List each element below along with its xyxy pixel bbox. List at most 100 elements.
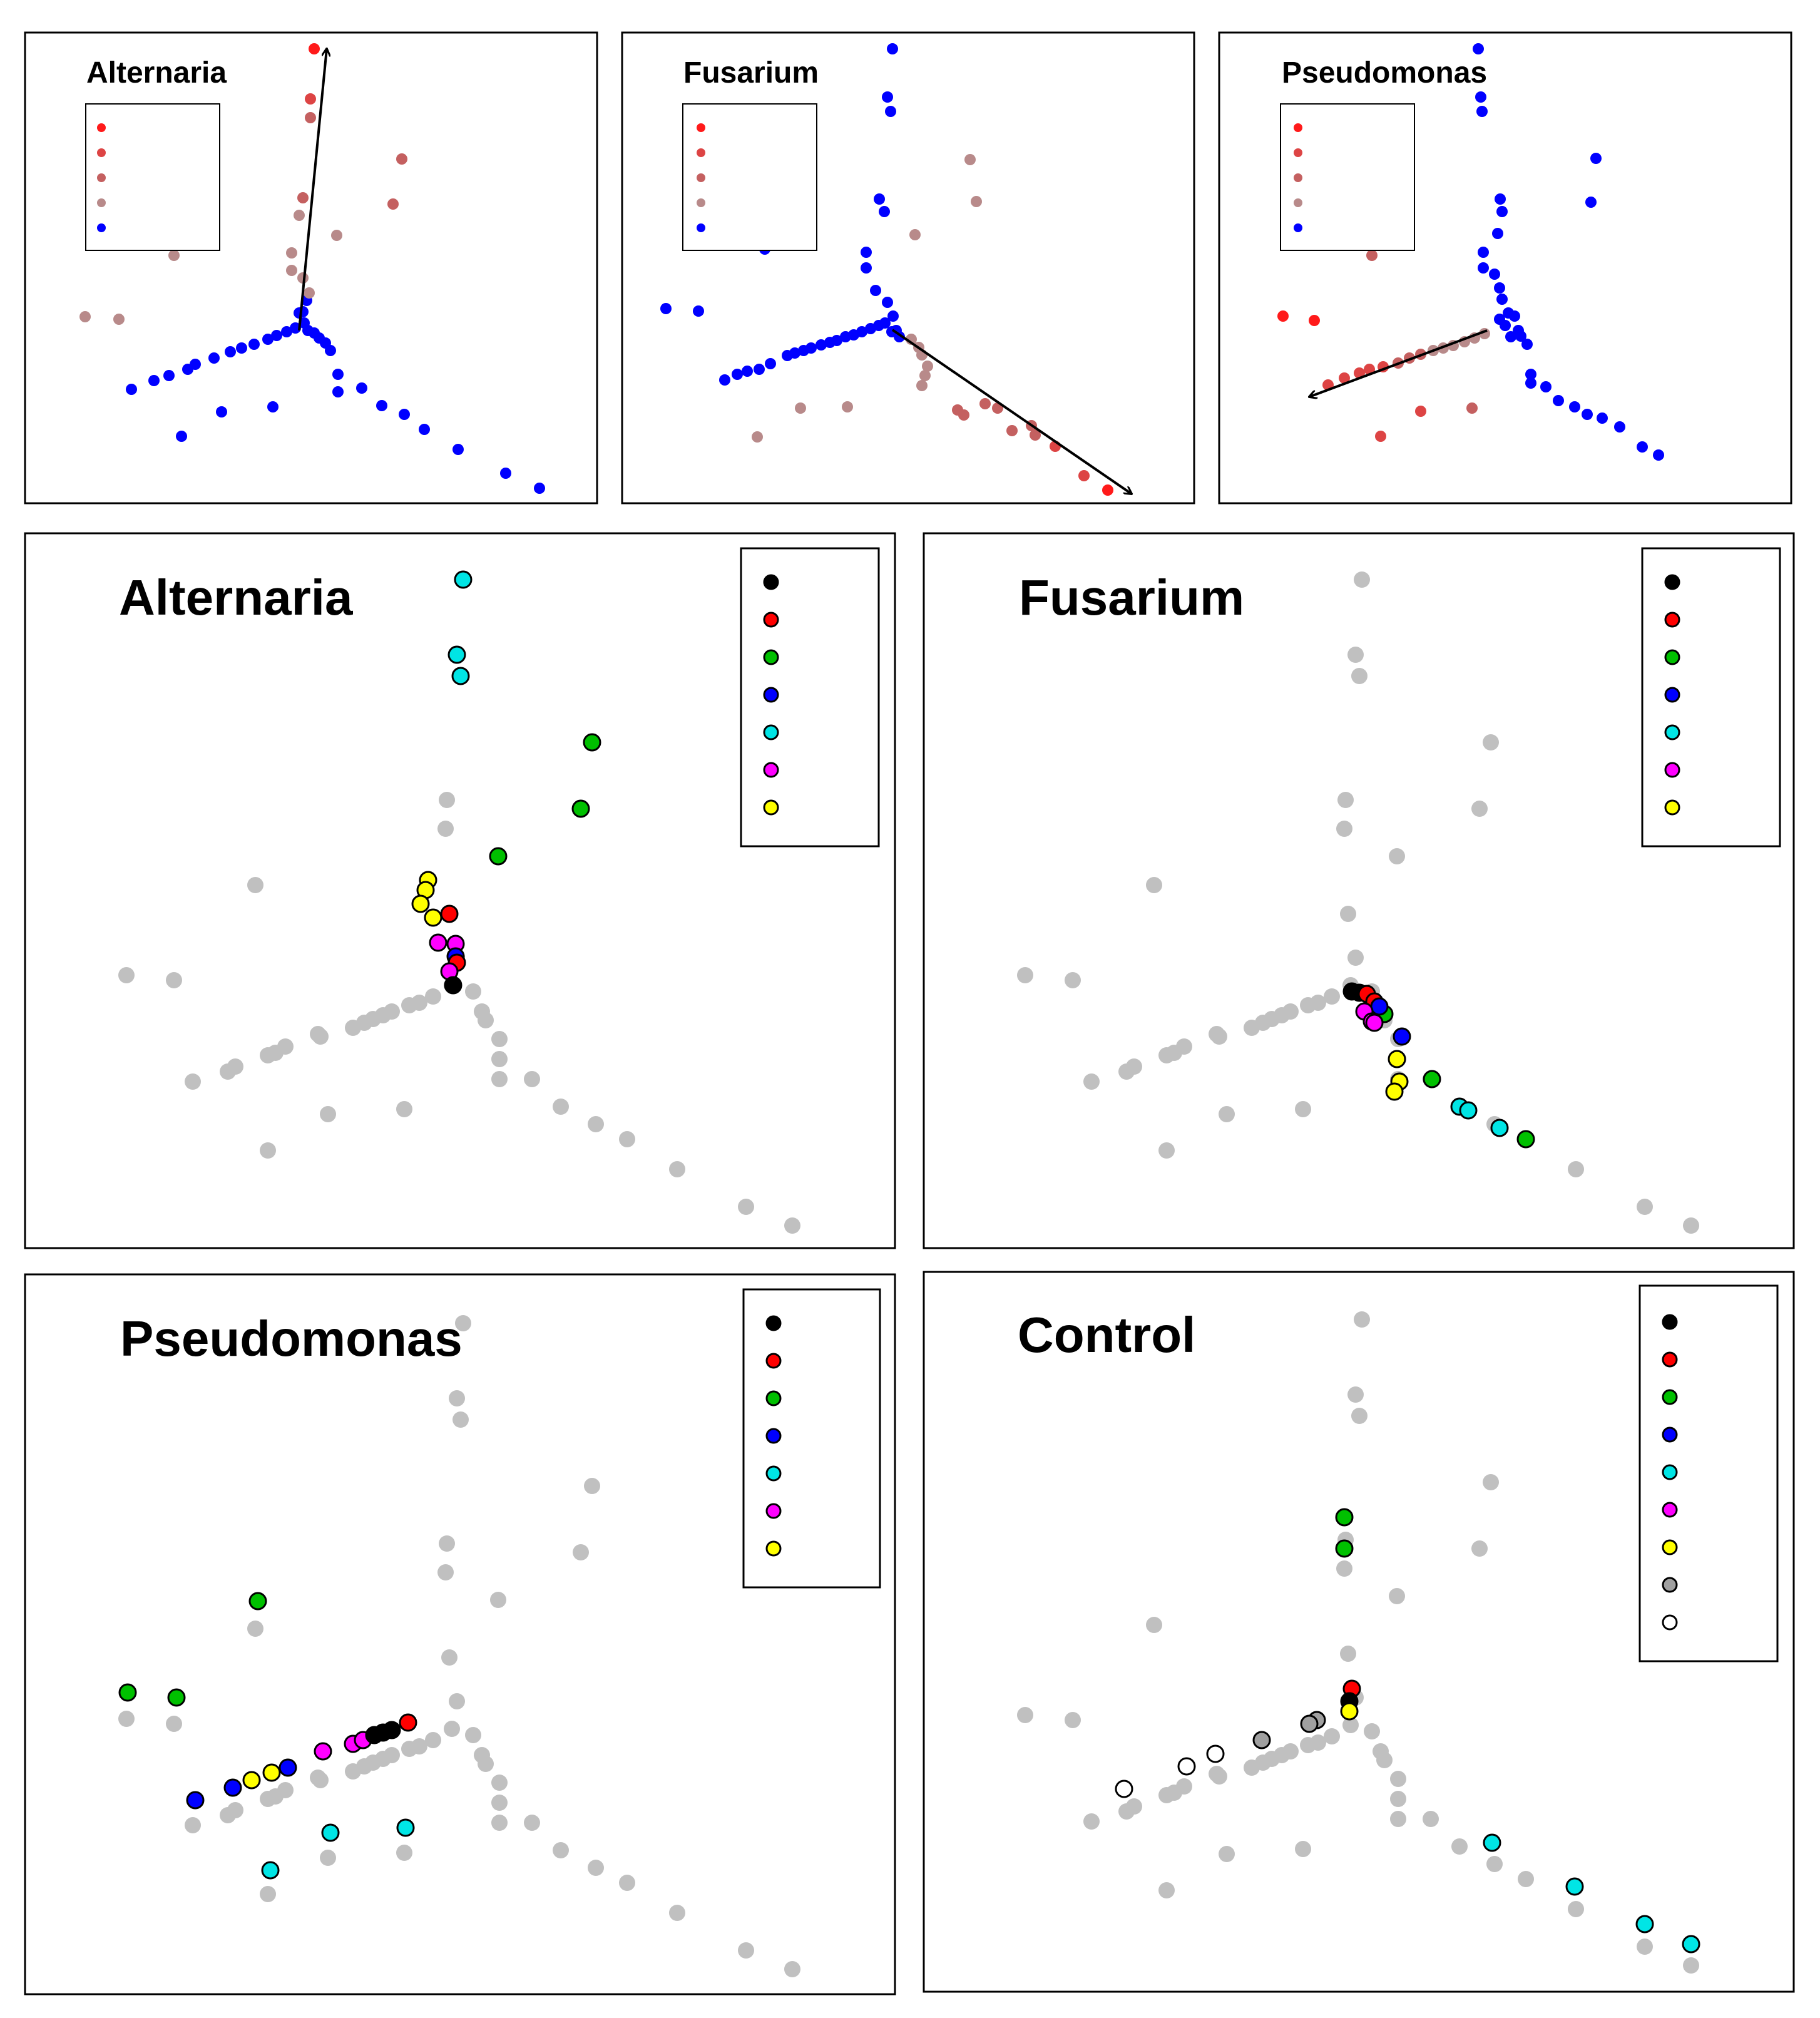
data-point — [118, 1683, 137, 1702]
data-point — [765, 358, 776, 369]
legend-marker — [765, 1315, 782, 1331]
data-point — [277, 1038, 294, 1055]
data-point — [1300, 1714, 1319, 1733]
data-point — [166, 972, 182, 988]
data-point — [1375, 431, 1386, 442]
data-point — [553, 1099, 569, 1115]
data-point — [1365, 1013, 1384, 1032]
data-point — [1486, 1856, 1503, 1872]
data-point — [1490, 1119, 1509, 1137]
data-point — [1126, 1798, 1142, 1815]
data-point — [387, 198, 399, 210]
data-point — [444, 976, 463, 995]
data-point — [909, 229, 921, 240]
legend-marker — [1294, 173, 1302, 182]
data-point — [1324, 1728, 1340, 1744]
legend-marker — [1294, 198, 1302, 207]
data-point — [1219, 1106, 1235, 1122]
data-point — [1682, 1935, 1700, 1954]
data-point — [1370, 997, 1389, 1016]
data-point — [870, 285, 881, 296]
data-point — [1295, 1841, 1311, 1857]
data-point — [1515, 330, 1526, 342]
legend-marker — [765, 1353, 782, 1369]
data-point — [1335, 1539, 1354, 1558]
data-point — [1582, 409, 1593, 420]
legend-marker — [763, 649, 779, 665]
data-point — [738, 1199, 754, 1215]
data-point — [1393, 1027, 1411, 1046]
panel-title: Alternaria — [119, 570, 353, 625]
data-point — [1635, 1915, 1654, 1933]
data-point — [1597, 412, 1608, 424]
data-point — [1354, 1311, 1370, 1328]
data-point — [113, 314, 125, 325]
legend-marker — [1662, 1502, 1678, 1518]
data-point — [1078, 470, 1090, 481]
data-point — [491, 1775, 508, 1791]
data-point — [1340, 906, 1356, 922]
data-point — [1473, 43, 1484, 54]
data-point — [425, 988, 441, 1005]
data-point — [454, 570, 473, 589]
data-point — [584, 1478, 600, 1494]
data-point — [1339, 372, 1350, 384]
data-point — [738, 1942, 754, 1959]
panel-title: Fusarium — [1019, 570, 1244, 625]
data-point — [1219, 1846, 1235, 1862]
data-point — [1176, 1778, 1192, 1795]
data-point — [1540, 381, 1552, 392]
data-point — [290, 322, 301, 334]
data-point — [1521, 339, 1533, 350]
data-point — [305, 93, 316, 105]
legend-marker — [763, 799, 779, 816]
data-point — [185, 1817, 201, 1833]
data-point — [447, 645, 466, 664]
data-point — [262, 1763, 281, 1782]
data-point — [1282, 1743, 1299, 1759]
data-point — [1351, 668, 1368, 684]
data-point — [1146, 1617, 1162, 1633]
data-point — [148, 375, 160, 386]
data-point — [1637, 1939, 1653, 1955]
data-point — [396, 1845, 412, 1861]
data-point — [186, 1791, 205, 1810]
data-point — [1376, 1752, 1393, 1768]
data-point — [440, 904, 459, 923]
data-point — [1347, 1386, 1364, 1403]
points — [1277, 43, 1664, 461]
data-point — [1340, 1702, 1359, 1721]
data-point — [886, 326, 897, 337]
data-point — [1500, 320, 1511, 331]
data-point — [831, 335, 842, 346]
data-point — [305, 112, 316, 123]
data-point — [1475, 91, 1486, 103]
data-point — [331, 230, 342, 241]
legend-marker — [763, 762, 779, 778]
data-point — [286, 247, 297, 259]
data-point — [176, 431, 187, 442]
legend-marker — [765, 1540, 782, 1557]
legend-marker — [97, 148, 106, 157]
data-point — [1295, 1101, 1311, 1117]
data-point — [1451, 1838, 1468, 1855]
data-point — [248, 1592, 267, 1611]
legend-marker — [763, 574, 779, 590]
data-point — [1553, 395, 1564, 406]
data-point — [1389, 848, 1405, 864]
data-point — [465, 983, 481, 1000]
legend-marker — [1664, 762, 1680, 778]
data-point — [1083, 1813, 1100, 1830]
data-point — [1653, 449, 1664, 461]
legend-marker — [697, 198, 705, 207]
data-point — [309, 43, 320, 54]
data-point — [1509, 310, 1520, 322]
legend-marker — [97, 223, 106, 232]
data-point — [964, 154, 976, 165]
data-point — [887, 43, 898, 54]
points — [118, 1315, 800, 1977]
data-point — [1209, 1026, 1225, 1042]
data-point — [1385, 1082, 1404, 1101]
data-point — [491, 1031, 508, 1047]
panel-title: Pseudomonas — [120, 1311, 463, 1366]
